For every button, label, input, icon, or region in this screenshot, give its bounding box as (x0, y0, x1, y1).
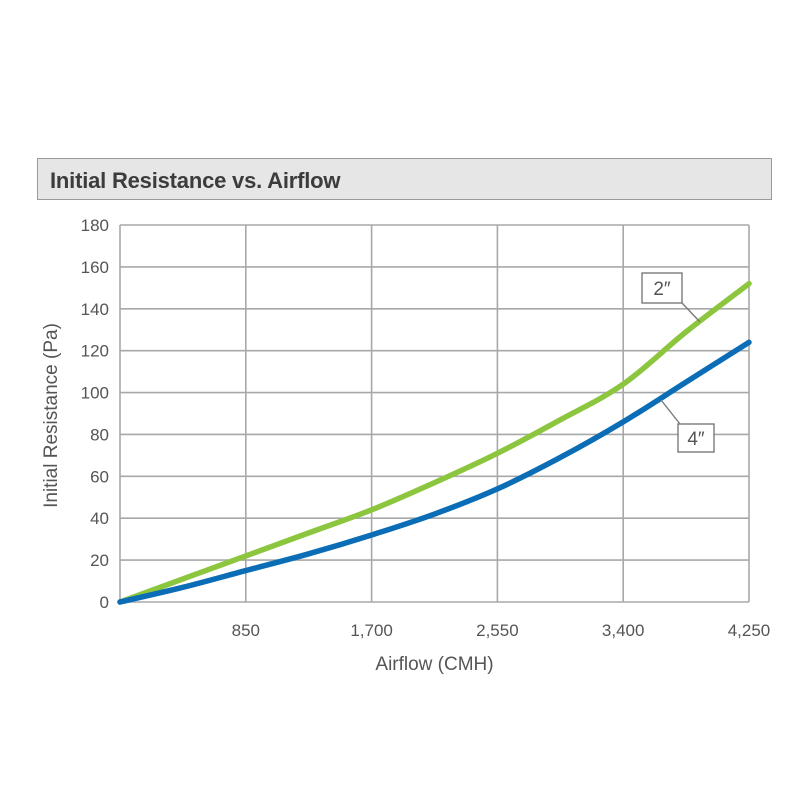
y-axis-label: Initial Resistance (Pa) (41, 323, 62, 508)
x-axis-label: Airflow (CMH) (375, 654, 493, 675)
series-lines (117, 280, 752, 605)
x-tick-label: 2,550 (476, 621, 519, 640)
callout-label: 2″ (653, 279, 671, 300)
y-tick-label: 40 (90, 509, 109, 528)
chart-title-bar: Initial Resistance vs. Airflow (37, 158, 772, 200)
y-tick-label: 0 (100, 593, 109, 612)
callout-box (641, 272, 683, 304)
chart-title: Initial Resistance vs. Airflow (50, 168, 341, 193)
x-tick-label: 850 (232, 621, 260, 640)
callout-label: 4″ (687, 429, 705, 450)
x-tick-label: 4,250 (728, 621, 771, 640)
y-tick-label: 80 (90, 425, 109, 444)
callout-leader (660, 399, 681, 425)
y-tick-label: 180 (81, 216, 109, 235)
series-line-2 (117, 339, 752, 605)
y-tick-label: 100 (81, 384, 109, 403)
series-callouts: 2″ 4″ (641, 272, 715, 453)
y-tick-label: 160 (81, 258, 109, 277)
y-tick-label: 140 (81, 300, 109, 319)
x-tick-labels: 850 1,700 2,550 3,400 4,250 (232, 621, 771, 640)
y-tick-labels: 0 20 40 60 80 100 120 140 160 180 (81, 216, 109, 612)
grid-lines (119, 224, 750, 603)
x-tick-label: 3,400 (602, 621, 645, 640)
y-tick-label: 20 (90, 551, 109, 570)
x-tick-label: 1,700 (350, 621, 393, 640)
series-line-1 (117, 280, 752, 605)
callout-box (677, 423, 715, 453)
y-tick-label: 120 (81, 342, 109, 361)
callout-leader (681, 302, 701, 323)
y-tick-label: 60 (90, 467, 109, 486)
